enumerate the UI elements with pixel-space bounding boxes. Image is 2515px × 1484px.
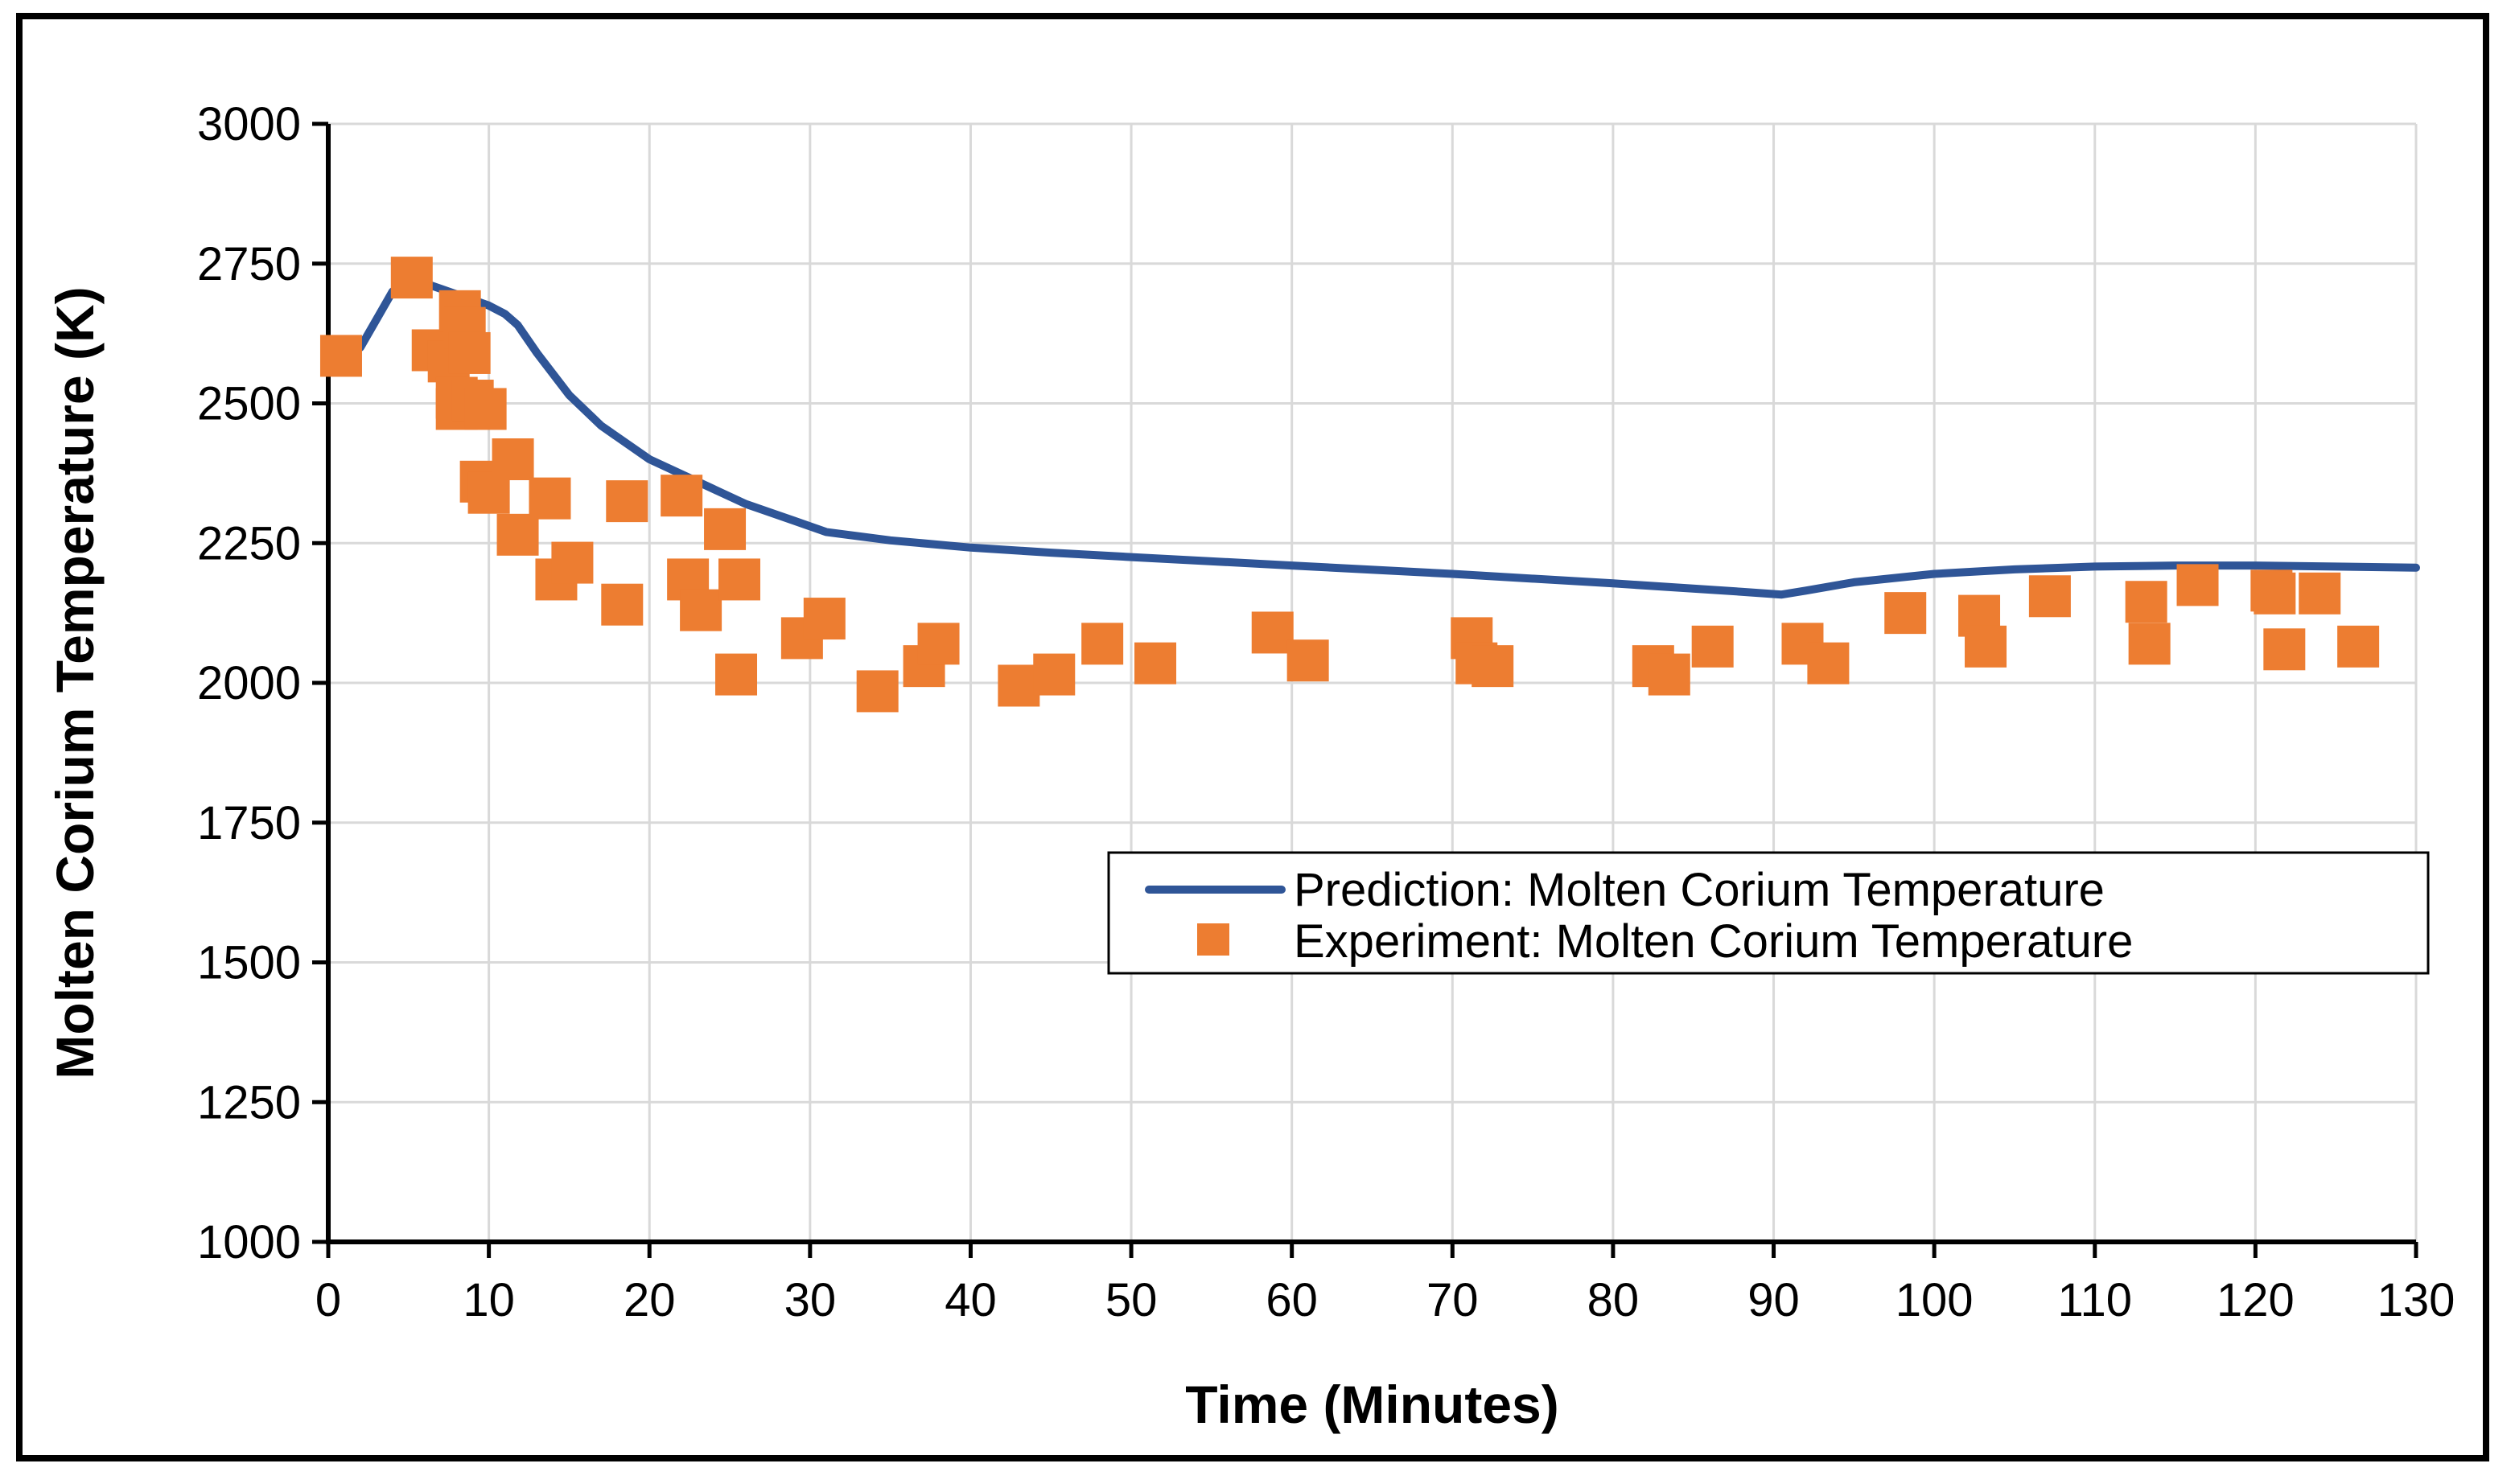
experiment-point <box>2176 564 2219 606</box>
grid-lines <box>328 122 2418 1242</box>
experiment-point <box>2028 575 2071 618</box>
y-tick-label-1750: 1750 <box>197 797 301 849</box>
x-tick-label-10: 10 <box>463 1274 515 1326</box>
experiment-series <box>319 257 2380 713</box>
x-tick-label-50: 50 <box>1105 1274 1158 1326</box>
prediction-series <box>356 276 2420 599</box>
experiment-point <box>464 388 507 430</box>
x-tick-label-60: 60 <box>1266 1274 1318 1326</box>
tick-labels: 0 10 20 30 40 50 60 70 80 90 100 110 120 130 1000 1250 1… <box>197 98 2455 1326</box>
experiment-point <box>319 335 362 377</box>
legend-label-experiment: Experiment: Molten Corium Temperature <box>1294 915 2133 968</box>
experiment-point <box>1081 623 1124 665</box>
experiment-point <box>1472 645 1514 688</box>
experiment-point <box>1884 592 1927 635</box>
experiment-point <box>496 513 539 556</box>
x-tick-label-130: 130 <box>2377 1274 2455 1326</box>
experiment-point <box>529 477 571 520</box>
experiment-point <box>448 331 491 374</box>
legend-square-swatch <box>1197 923 1229 956</box>
experiment-point <box>1286 639 1329 682</box>
prediction-line <box>356 276 2420 599</box>
x-tick-label-40: 40 <box>945 1274 997 1326</box>
x-tick-label-100: 100 <box>1896 1274 1974 1326</box>
y-tick-label-1250: 1250 <box>197 1076 301 1128</box>
experiment-point <box>2299 572 2341 615</box>
experiment-point <box>390 257 433 299</box>
experiment-point <box>1807 642 1850 684</box>
y-axis-title: Molten Corium Temperature (K) <box>45 286 105 1079</box>
experiment-point <box>803 598 846 640</box>
experiment-point <box>1033 653 1076 696</box>
y-tick-label-2500: 2500 <box>197 378 301 430</box>
experiment-point <box>856 670 899 713</box>
temperature-chart: 0 10 20 30 40 50 60 70 80 90 100 110 120 130 1000 1250 1… <box>45 98 2455 1434</box>
experiment-point <box>1134 642 1177 684</box>
experiment-point <box>998 664 1040 707</box>
experiment-point <box>680 589 722 631</box>
legend-label-prediction: Prediction: Molten Corium Temperature <box>1294 864 2105 916</box>
axes <box>312 121 2418 1258</box>
y-tick-label-3000: 3000 <box>197 98 301 150</box>
x-tick-label-0: 0 <box>315 1274 341 1326</box>
experiment-point <box>704 508 747 550</box>
experiment-point <box>718 558 761 601</box>
x-tick-label-120: 120 <box>2217 1274 2295 1326</box>
experiment-point <box>2254 572 2296 615</box>
y-tick-label-1500: 1500 <box>197 937 301 989</box>
experiment-point <box>2337 625 2380 668</box>
x-tick-label-30: 30 <box>784 1274 837 1326</box>
legend-box <box>1107 851 2430 975</box>
y-tick-label-2750: 2750 <box>197 238 301 290</box>
experiment-point <box>2125 581 2167 623</box>
experiment-point <box>2128 623 2171 665</box>
x-tick-label-20: 20 <box>624 1274 676 1326</box>
experiment-point <box>606 480 648 523</box>
experiment-point <box>661 475 703 517</box>
axis-titles: Time (Minutes) Molten Corium Temperature… <box>45 286 1559 1434</box>
x-axis-title: Time (Minutes) <box>1185 1375 1558 1434</box>
experiment-point <box>1691 625 1734 668</box>
experiment-point <box>1965 625 2007 668</box>
experiment-point <box>1251 611 1294 654</box>
y-tick-label-2250: 2250 <box>197 517 301 569</box>
legend: Prediction: Molten Corium Temperature Ex… <box>1107 851 2430 975</box>
x-tick-label-110: 110 <box>2058 1274 2132 1326</box>
y-tick-label-2000: 2000 <box>197 657 301 709</box>
experiment-point <box>715 653 758 696</box>
x-tick-label-70: 70 <box>1426 1274 1479 1326</box>
y-tick-label-1000: 1000 <box>197 1216 301 1268</box>
chart-frame: 0 10 20 30 40 50 60 70 80 90 100 110 120 130 1000 1250 1… <box>16 13 2489 1461</box>
x-tick-label-80: 80 <box>1587 1274 1640 1326</box>
x-tick-label-90: 90 <box>1747 1274 1800 1326</box>
experiment-point <box>2263 628 2306 671</box>
experiment-point <box>551 541 594 584</box>
experiment-point <box>917 623 960 665</box>
experiment-point <box>601 583 644 626</box>
experiment-point <box>1648 653 1690 696</box>
experiment-point <box>492 438 534 480</box>
